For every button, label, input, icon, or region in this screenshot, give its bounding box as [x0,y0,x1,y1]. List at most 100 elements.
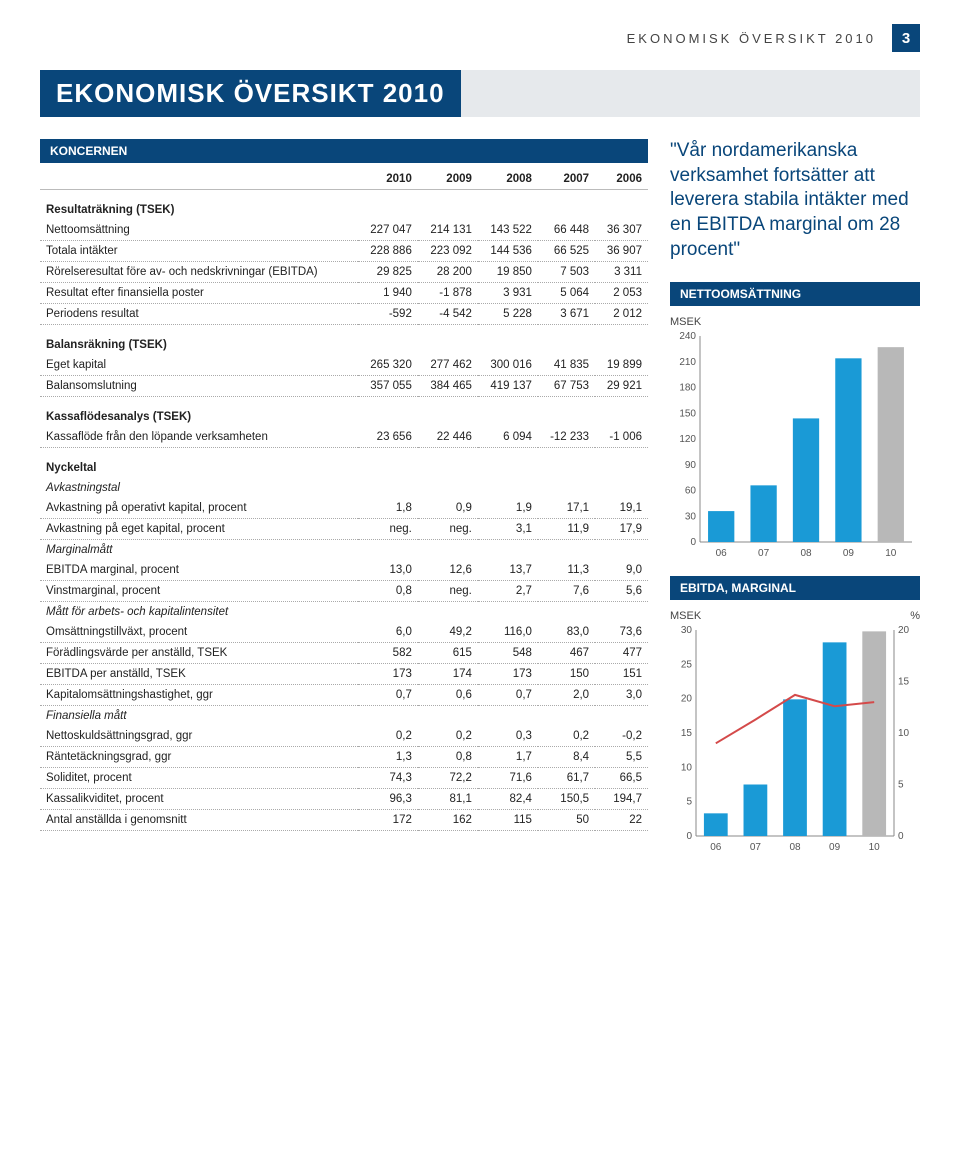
row-label: Avkastning på operativt kapital, procent [40,498,358,519]
row-value: 194,7 [595,789,648,810]
svg-text:240: 240 [679,332,696,342]
row-value: 384 465 [418,376,478,397]
svg-text:20: 20 [681,694,693,705]
row-value: 227 047 [358,220,418,241]
row-label: Totala intäkter [40,241,358,262]
row-label: Vinstmarginal, procent [40,581,358,602]
row-value: 81,1 [418,789,478,810]
row-value: 0,2 [538,726,595,747]
koncernen-table: 20102009200820072006Resultaträkning (TSE… [40,167,648,831]
row-value: 6,0 [358,622,418,643]
row-value: 17,1 [538,498,595,519]
svg-text:08: 08 [800,548,812,559]
chart-nettoomsattning: MSEK 24021018015012090603000607080910 [670,316,920,562]
svg-text:5: 5 [898,780,904,791]
row-value: 61,7 [538,768,595,789]
row-value: 3 931 [478,283,538,304]
row-value: 9,0 [595,560,648,581]
row-value: 265 320 [358,355,418,376]
row-label: Kassalikviditet, procent [40,789,358,810]
svg-text:10: 10 [869,842,881,853]
svg-text:10: 10 [898,728,910,739]
row-value: 0,7 [478,685,538,706]
page-number: 3 [892,24,920,52]
svg-text:60: 60 [685,486,697,497]
page-title-banner: EKONOMISK ÖVERSIKT 2010 [40,70,461,117]
svg-text:15: 15 [681,728,693,739]
row-label: EBITDA marginal, procent [40,560,358,581]
row-value: neg. [418,519,478,540]
row-value: 300 016 [478,355,538,376]
row-label: Räntetäckningsgrad, ggr [40,747,358,768]
row-value: 3,1 [478,519,538,540]
row-value: 13,7 [478,560,538,581]
row-value: 548 [478,643,538,664]
row-label: Nettoskuldsättningsgrad, ggr [40,726,358,747]
row-label: EBITDA per anställd, TSEK [40,664,358,685]
svg-text:10: 10 [885,548,897,559]
row-value: 2 053 [595,283,648,304]
year-col: 2007 [538,167,595,190]
year-col: 2010 [358,167,418,190]
row-value: 72,2 [418,768,478,789]
row-value: 357 055 [358,376,418,397]
year-col: 2008 [478,167,538,190]
row-value: 36 307 [595,220,648,241]
row-value: 150,5 [538,789,595,810]
row-value: 28 200 [418,262,478,283]
row-value: 29 921 [595,376,648,397]
row-value: 115 [478,810,538,831]
svg-text:07: 07 [758,548,770,559]
svg-text:20: 20 [898,626,910,636]
row-label: Balansomslutning [40,376,358,397]
row-value: -1 878 [418,283,478,304]
row-value: 66 448 [538,220,595,241]
row-value: 66 525 [538,241,595,262]
row-value: 143 522 [478,220,538,241]
svg-text:0: 0 [686,831,692,842]
row-value: 0,3 [478,726,538,747]
svg-text:10: 10 [681,763,693,774]
row-value: 0,2 [418,726,478,747]
row-value: 5,6 [595,581,648,602]
section-head: Balansräkning (TSEK) [40,325,648,356]
row-value: 83,0 [538,622,595,643]
svg-text:0: 0 [898,831,904,842]
row-value: 6 094 [478,427,538,448]
row-value: 96,3 [358,789,418,810]
section-head: Resultaträkning (TSEK) [40,190,648,221]
row-label: Kassaflöde från den löpande verksamheten [40,427,358,448]
row-value: 23 656 [358,427,418,448]
row-value: 615 [418,643,478,664]
section-subhead: Marginalmått [40,540,648,561]
row-value: 1,7 [478,747,538,768]
row-value: 22 [595,810,648,831]
row-value: 223 092 [418,241,478,262]
bar [783,700,807,837]
row-label: Avkastning på eget kapital, procent [40,519,358,540]
row-value: 17,9 [595,519,648,540]
chart2-y-right-label: % [910,610,920,622]
year-col: 2006 [595,167,648,190]
row-value: 3 311 [595,262,648,283]
row-value: 29 825 [358,262,418,283]
bar [750,486,776,543]
bar [862,632,886,837]
chart2-y-left-label: MSEK [670,610,701,622]
row-value: 173 [358,664,418,685]
row-label: Eget kapital [40,355,358,376]
section-subhead: Finansiella mått [40,706,648,727]
row-value: neg. [418,581,478,602]
row-value: 73,6 [595,622,648,643]
row-value: 36 907 [595,241,648,262]
row-value: 5 064 [538,283,595,304]
svg-text:09: 09 [843,548,855,559]
year-col: 2009 [418,167,478,190]
row-value: 277 462 [418,355,478,376]
row-value: 151 [595,664,648,685]
row-value: -12 233 [538,427,595,448]
bar [793,419,819,543]
row-value: -592 [358,304,418,325]
row-value: -4 542 [418,304,478,325]
chart-ebitda-marginal: MSEK % 302520151050201510500607080910 [670,610,920,856]
